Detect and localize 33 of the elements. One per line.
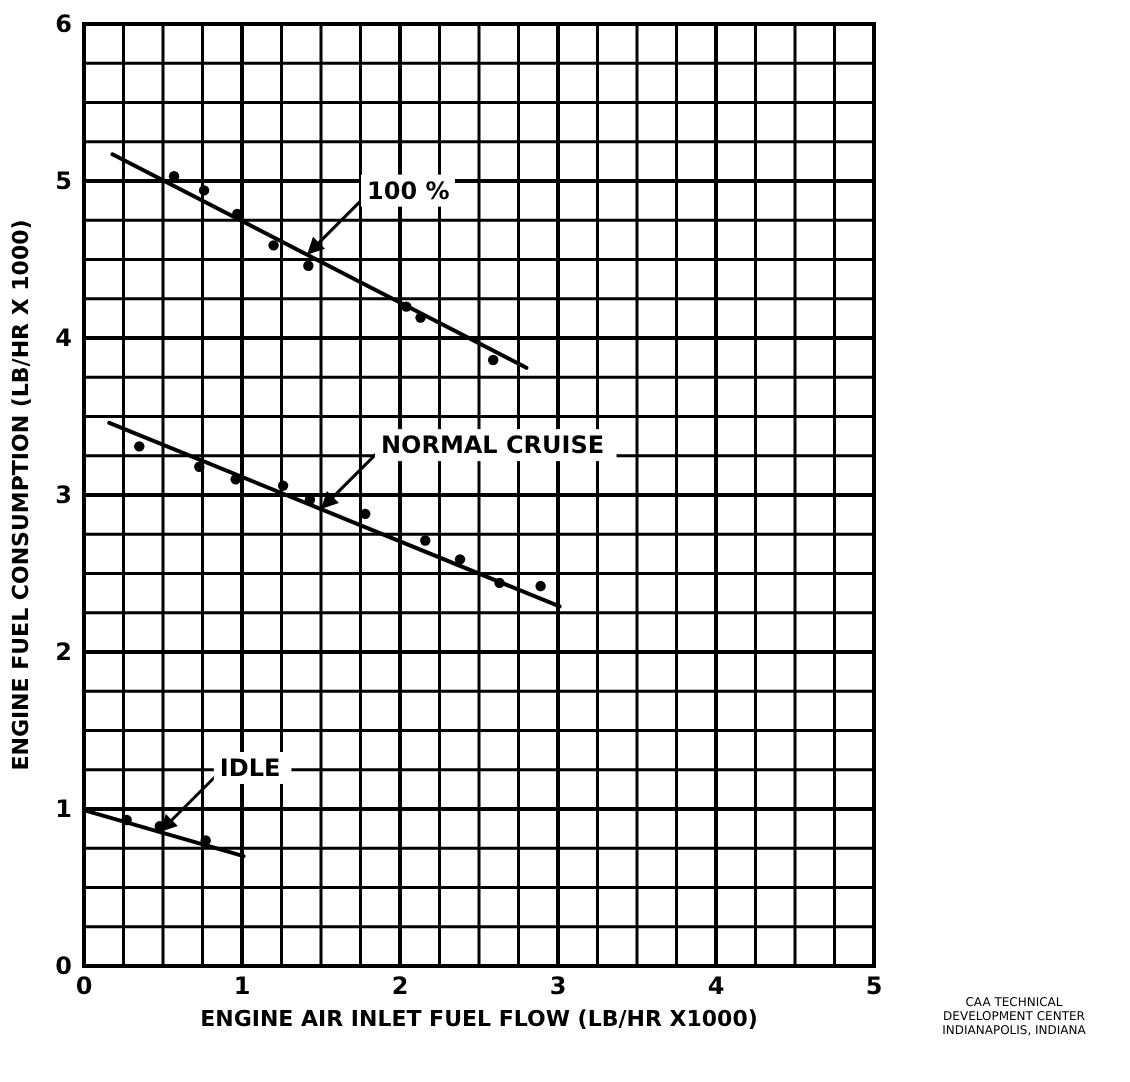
point [134, 441, 145, 452]
point [454, 554, 466, 565]
point [415, 312, 426, 323]
y-tick-label: 4 [55, 324, 72, 352]
x-tick-label: 4 [707, 972, 725, 1000]
point [535, 580, 546, 592]
y-tick-label: 6 [55, 10, 72, 38]
point [194, 461, 205, 472]
text: IDLE [219, 753, 281, 782]
x-tick-label: 5 [865, 972, 883, 1000]
point [121, 814, 132, 826]
x-tick-label: 2 [391, 972, 409, 1000]
y-axis-title: ENGINE FUEL CONSUMPTION (LB/HR X 1000) [8, 219, 34, 771]
x-tick-label: 3 [549, 972, 567, 1000]
x-tick-label: 0 [75, 972, 93, 1000]
y-tick-label: 3 [55, 481, 72, 509]
text: 100 % [367, 176, 450, 205]
text: NORMAL CRUISE [380, 431, 605, 460]
point [488, 354, 499, 366]
x-tick-label: 1 [233, 972, 251, 1000]
point [494, 577, 505, 589]
point [268, 240, 279, 251]
point [198, 185, 210, 196]
y-tick-label: 5 [55, 167, 72, 195]
point [420, 535, 431, 546]
point [277, 480, 289, 491]
point [303, 260, 314, 271]
point [401, 301, 412, 312]
y-tick-label: 2 [55, 638, 72, 666]
x-axis-title: ENGINE AIR INLET FUEL FLOW (LB/HR X1000) [200, 1006, 758, 1032]
y-tick-label: 0 [55, 952, 72, 980]
point [230, 474, 241, 485]
y-tick-label: 1 [55, 795, 72, 823]
